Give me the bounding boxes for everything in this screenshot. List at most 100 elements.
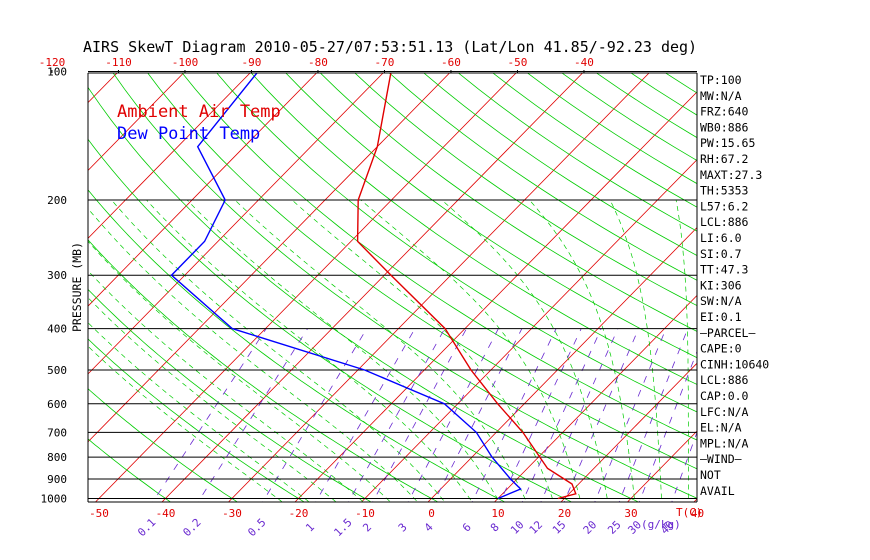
isotherm-line (161, 73, 584, 502)
mixing-ratio-line (540, 328, 619, 502)
dry-adiabat-line (88, 338, 305, 502)
stability-index-item: PW:15.65 (700, 136, 755, 150)
pressure-tick-label: 400 (47, 323, 67, 336)
dry-adiabat-line (354, 73, 697, 307)
mixing-ratio-line (499, 328, 582, 502)
pressure-tick-label: 200 (47, 194, 67, 207)
moist-adiabat-line (111, 199, 446, 502)
stability-index-item: MAXT:27.3 (700, 168, 762, 182)
isotherm-line (427, 226, 697, 502)
dry-adiabat-line (734, 52, 870, 508)
mixing-ratio-tick-label: 1 (303, 521, 317, 535)
stability-index-item: LCL:886 (700, 215, 749, 229)
dry-adiabat-line (285, 73, 697, 359)
bottom-temp-tick-label: 10 (491, 507, 504, 520)
bottom-temp-tick-label: -30 (222, 507, 242, 520)
stability-index-item: EL:N/A (700, 421, 742, 435)
stability-index-item: TH:5353 (700, 184, 749, 198)
moist-adiabat-line (675, 199, 689, 502)
dry-adiabat-line (423, 73, 697, 256)
mixing-ratio-tick-label: 4 (422, 520, 436, 534)
mixing-ratio-line (372, 328, 467, 502)
stability-index-item: LI:6.0 (700, 231, 742, 245)
isotherm-line (88, 73, 384, 375)
isotherm-line (560, 362, 697, 502)
pressure-tick-label: 600 (47, 398, 67, 411)
mixing-ratio-tick-label: 1.5 (331, 516, 354, 539)
mixing-ratio-line (197, 328, 308, 502)
pressure-tick-label: 1000 (41, 493, 68, 506)
mixing-ratio-line (348, 328, 446, 502)
stability-index-item: SI:0.7 (700, 247, 742, 261)
stability-index-item: L57:6.2 (700, 199, 748, 213)
mixing-ratio-tick-label: 10 (508, 518, 527, 537)
profiles (170, 73, 577, 500)
dry-adiabat-line (835, 52, 870, 508)
mixing-ratio-tick-label: 0.2 (180, 516, 203, 539)
mixing-ratio-line (152, 328, 267, 502)
isotherm-line (227, 73, 650, 502)
isotherm-line (755, 52, 870, 508)
bottom-temp-tick-label: 0 (428, 507, 435, 520)
pressure-tick-label: 300 (47, 269, 67, 282)
top-temp-tick-label: -60 (441, 56, 461, 69)
isotherm-line (88, 73, 251, 239)
stability-index-item: SW:N/A (700, 294, 742, 308)
isotherm-line (822, 52, 870, 508)
dry-adiabat-line (319, 73, 697, 332)
bottom-temp-tick-label: -10 (355, 507, 375, 520)
dry-adiabat-line (388, 73, 697, 281)
stability-index-item: NOT (700, 468, 721, 482)
moist-adiabat-line (360, 199, 582, 502)
dry-adiabat-line (250, 73, 697, 385)
isotherm-line (294, 91, 697, 502)
dry-adiabat-line (88, 189, 506, 502)
mixing-ratio-tick-label: 0.5 (245, 516, 268, 539)
stability-index-item: LCL:886 (700, 373, 749, 387)
stability-index-item: EI:0.1 (700, 310, 742, 324)
isotherm-line (94, 73, 517, 502)
isotherm-line (88, 73, 185, 172)
moist-adiabat-line (291, 199, 555, 502)
dry-adiabat-line (457, 73, 697, 232)
dry-adiabat-line (768, 52, 870, 508)
mixing-ratio-tick-label: 6 (460, 521, 474, 535)
mixing-ratio-line (618, 328, 689, 502)
mixing-ratio-tick-label: 8 (488, 521, 502, 535)
stability-index-item: MPL:N/A (700, 436, 749, 450)
bottom-temp-tick-label: 30 (624, 507, 637, 520)
dry-adiabat-line (88, 388, 239, 502)
legend-ambient-air-temp: Ambient Air Temp (117, 102, 281, 122)
stability-index-item: TP:100 (700, 73, 742, 87)
stability-index-item: FRZ:640 (700, 105, 749, 119)
dry-adiabat-line (216, 73, 697, 413)
moist-adiabat-line (186, 199, 500, 502)
mixing-ratio-line (407, 328, 499, 502)
pressure-tick-label: 100 (47, 66, 67, 79)
plot-grid (88, 52, 870, 508)
dry-adiabat-line (88, 288, 372, 502)
mixing-ratio-line (594, 328, 667, 502)
moist-adiabat-line (88, 270, 364, 502)
isotherm-line (360, 159, 697, 502)
top-temp-tick-label: -120 (39, 56, 66, 69)
top-temp-tick-label: -90 (242, 56, 262, 69)
top-temp-tick-label: -50 (508, 56, 528, 69)
stability-index-item: KI:306 (700, 278, 742, 292)
pressure-tick-label: 900 (47, 473, 67, 486)
bottom-temp-tick-label: -20 (289, 507, 309, 520)
dry-adiabat-line (147, 73, 697, 470)
mixing-ratio-line (471, 328, 557, 502)
mixing-ratio-tick-label: 25 (605, 518, 624, 537)
top-temp-tick-label: -70 (375, 56, 395, 69)
stability-index-item: CINH:10640 (700, 357, 769, 371)
bottom-temp-tick-label: -50 (89, 507, 109, 520)
isotherm-line (493, 294, 697, 502)
moist-adiabat-line (88, 345, 283, 502)
moist-adiabat-line (609, 199, 663, 502)
stability-index-item: LFC:N/A (700, 405, 749, 419)
mixing-ratio-line (262, 328, 368, 502)
legend-dew-point-temp: Dew Point Temp (117, 124, 260, 144)
stability-index-item: TT:47.3 (700, 263, 749, 277)
